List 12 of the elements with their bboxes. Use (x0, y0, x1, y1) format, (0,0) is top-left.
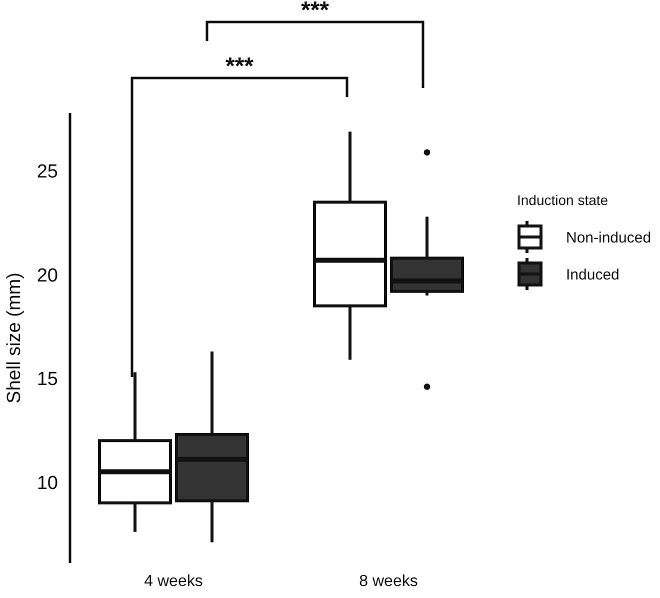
legend-label: Induced (566, 266, 620, 284)
legend-label: Non-induced (566, 229, 652, 246)
text: *** (300, 0, 330, 24)
y-tick-label: 20 (36, 265, 58, 286)
y-tick-label: 25 (36, 162, 58, 183)
y-tick-label: 10 (36, 472, 58, 494)
text: *** (225, 53, 254, 80)
y-axis-title: Shell size (mm) (4, 272, 25, 404)
legend-title: Induction state (517, 192, 608, 208)
x-tick-label: 8 weeks (359, 573, 418, 590)
x-tick-label: 4 weeks (144, 573, 203, 590)
y-tick-label: 15 (36, 369, 58, 390)
